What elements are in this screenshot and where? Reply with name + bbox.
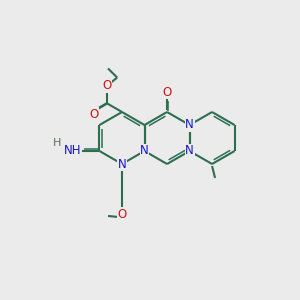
Text: O: O bbox=[103, 79, 112, 92]
Text: N: N bbox=[118, 158, 126, 170]
Text: N: N bbox=[185, 118, 194, 131]
Text: N: N bbox=[140, 145, 149, 158]
Text: NH: NH bbox=[64, 145, 81, 158]
Text: O: O bbox=[117, 208, 127, 220]
Text: O: O bbox=[89, 108, 99, 121]
Text: N: N bbox=[185, 145, 194, 158]
Text: O: O bbox=[162, 85, 172, 98]
Text: H: H bbox=[53, 138, 62, 148]
